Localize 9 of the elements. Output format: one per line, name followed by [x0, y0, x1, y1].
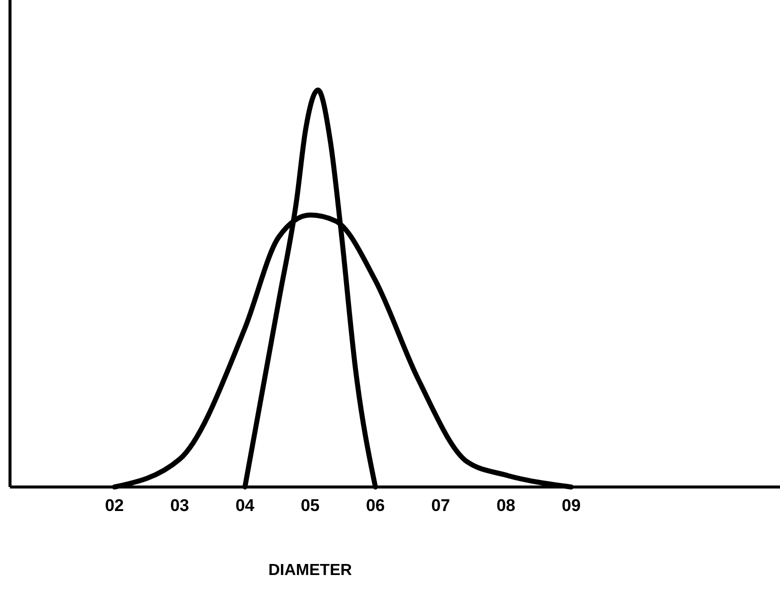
x-tick-label: 02	[104, 496, 124, 516]
x-tick-label: 06	[366, 496, 385, 516]
x-tick-label: 03	[170, 496, 190, 516]
x-tick-label: 05	[300, 496, 320, 516]
x-tick-label: 08	[496, 496, 516, 516]
x-axis-title: DIAMETER	[268, 562, 352, 579]
x-tick-label: 04	[235, 496, 255, 516]
x-tick-label: 07	[431, 496, 450, 516]
x-tick-label: 09	[562, 496, 581, 516]
